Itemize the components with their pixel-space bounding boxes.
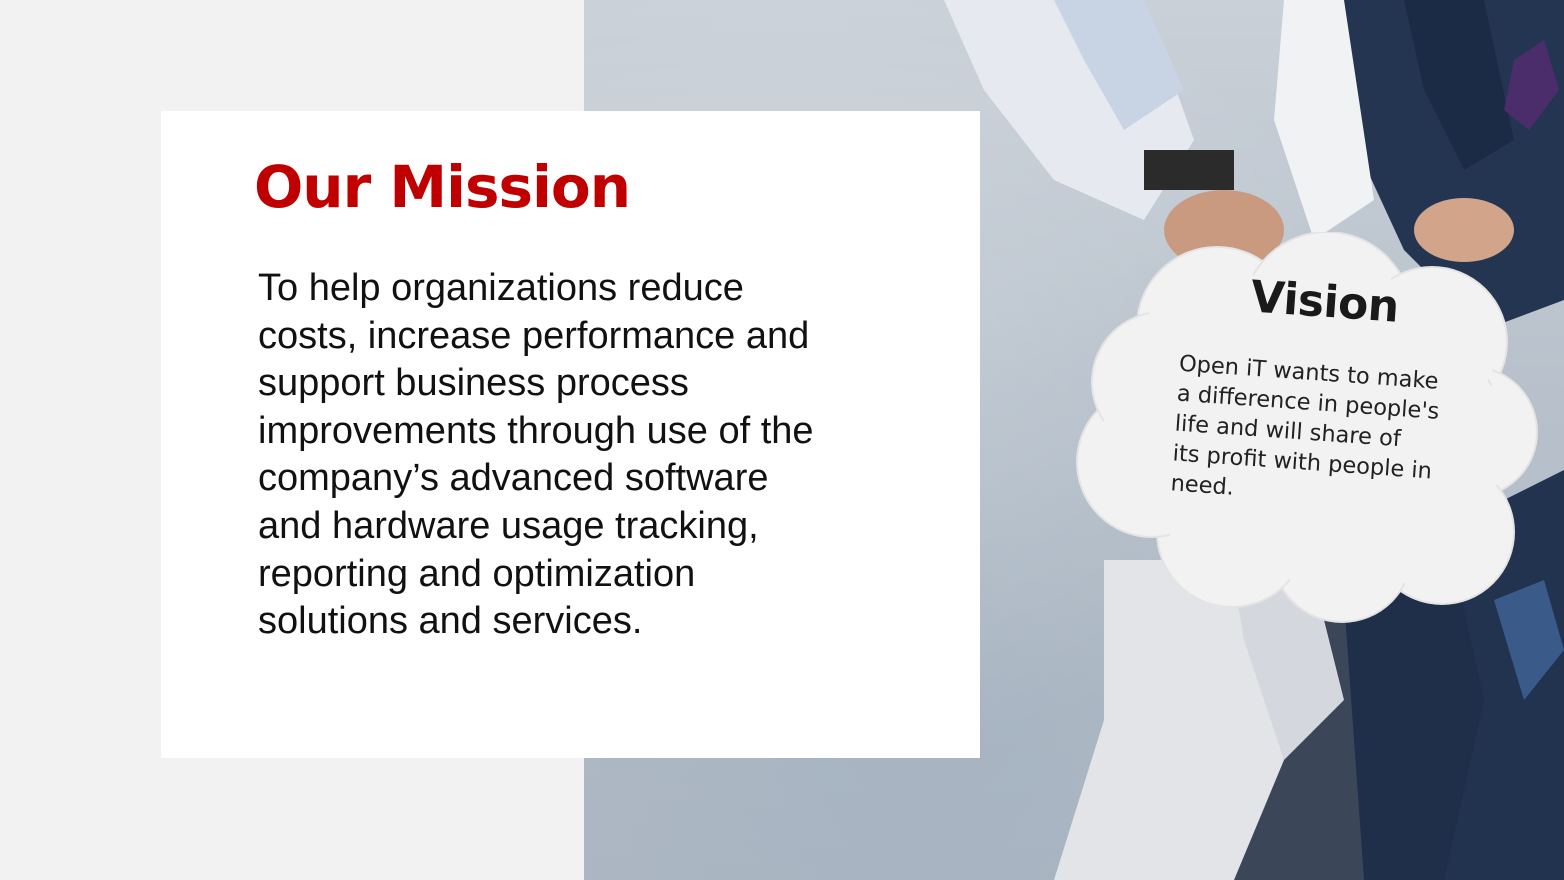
vision-cloud: Vision Open iT wants to make a differenc…: [1072, 232, 1542, 632]
mission-body-line: reporting and optimization: [258, 552, 696, 595]
mission-body-line: support business process: [258, 362, 689, 405]
vision-title: Vision: [1249, 271, 1401, 333]
mission-body-line: company’s advanced software: [258, 457, 769, 500]
mission-body: To help organizations reduce costs, incr…: [258, 265, 918, 646]
vision-content: Vision Open iT wants to make a differenc…: [1057, 216, 1554, 648]
mission-body-line: and hardware usage tracking,: [258, 504, 759, 547]
cloud-shape-icon: [1076, 232, 1538, 623]
mission-title: Our Mission: [254, 153, 631, 221]
mission-body-line: costs, increase performance and: [258, 314, 810, 357]
mission-card: Our Mission To help organizations reduce…: [161, 111, 980, 758]
mission-body-line: improvements through use of the: [258, 409, 814, 452]
vision-body: Open iT wants to make a difference in pe…: [1170, 349, 1480, 520]
mission-body-line: To help organizations reduce: [258, 267, 744, 309]
mission-body-line: solutions and services.: [258, 600, 643, 643]
